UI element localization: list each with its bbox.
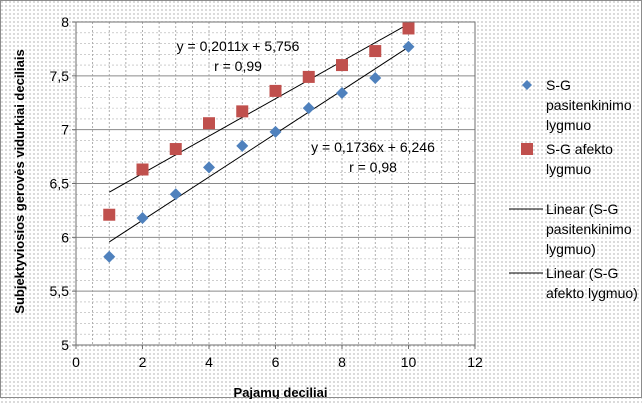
y-tick-label: 8: [61, 14, 69, 30]
data-point-square: [402, 22, 415, 35]
y-tick-label: 6: [61, 229, 69, 245]
data-point-square: [236, 105, 249, 118]
data-point-diamond: [369, 71, 382, 84]
legend-label: Linear (S-G: [546, 201, 618, 217]
data-point-diamond: [269, 125, 282, 138]
data-point-square: [302, 70, 315, 83]
x-tick-label: 12: [467, 354, 483, 370]
legend-label: pasitenkinimo: [546, 97, 632, 113]
y-tick-label: 7: [61, 122, 69, 138]
x-tick-label: 6: [272, 354, 280, 370]
data-point-diamond: [236, 139, 249, 152]
data-point-square: [336, 59, 348, 72]
legend-label: Linear (S-G: [546, 265, 618, 281]
legend-label: afekto lygmuo): [546, 285, 638, 301]
x-tick-label: 8: [338, 354, 346, 370]
data-point-square: [521, 143, 533, 155]
trendline: [109, 23, 409, 193]
x-tick-label: 4: [205, 354, 213, 370]
data-point-square: [369, 45, 382, 58]
trendline-equation-label: r = 0,98: [349, 159, 397, 175]
legend-label: S-G afekto: [546, 141, 613, 157]
legend-label: S-G: [546, 77, 571, 93]
x-tick-label: 2: [139, 354, 147, 370]
legend-label: pasitenkinimo: [546, 221, 632, 237]
data-point-square: [203, 117, 215, 130]
y-tick-label: 7,5: [50, 68, 70, 84]
x-axis-title: Pajamų deciliai: [234, 385, 328, 399]
data-point-square: [136, 163, 149, 176]
y-tick-label: 6,5: [50, 176, 70, 192]
x-tick-label: 10: [401, 354, 417, 370]
data-point-square: [169, 143, 182, 156]
legend-label: lygmuo: [546, 117, 591, 133]
data-point-diamond: [336, 87, 348, 100]
data-point-diamond: [103, 250, 116, 263]
data-point-diamond: [136, 211, 149, 224]
trendline: [108, 46, 409, 243]
y-tick-label: 5,5: [50, 283, 70, 299]
data-point-square: [269, 84, 282, 97]
trendline-equation-label: y = 0,2011x + 5,756: [177, 38, 300, 54]
trendline-equation-label: r = 0,99: [214, 58, 262, 74]
data-point-diamond: [402, 40, 415, 53]
data-point-diamond: [203, 161, 215, 174]
trendline-equation-label: y = 0,1736x + 6,246: [311, 139, 435, 155]
y-tick-label: 5: [61, 337, 69, 353]
legend-label: lygmuo: [546, 161, 591, 177]
data-point-diamond: [522, 80, 532, 90]
legend-label: lygmuo): [546, 241, 596, 257]
data-point-diamond: [169, 188, 182, 201]
y-axis-title: Subjektyviosios gerovės vidurkiai decili…: [12, 49, 27, 313]
data-point-diamond: [302, 102, 315, 115]
data-point-square: [103, 208, 116, 221]
x-tick-label: 0: [72, 354, 80, 370]
